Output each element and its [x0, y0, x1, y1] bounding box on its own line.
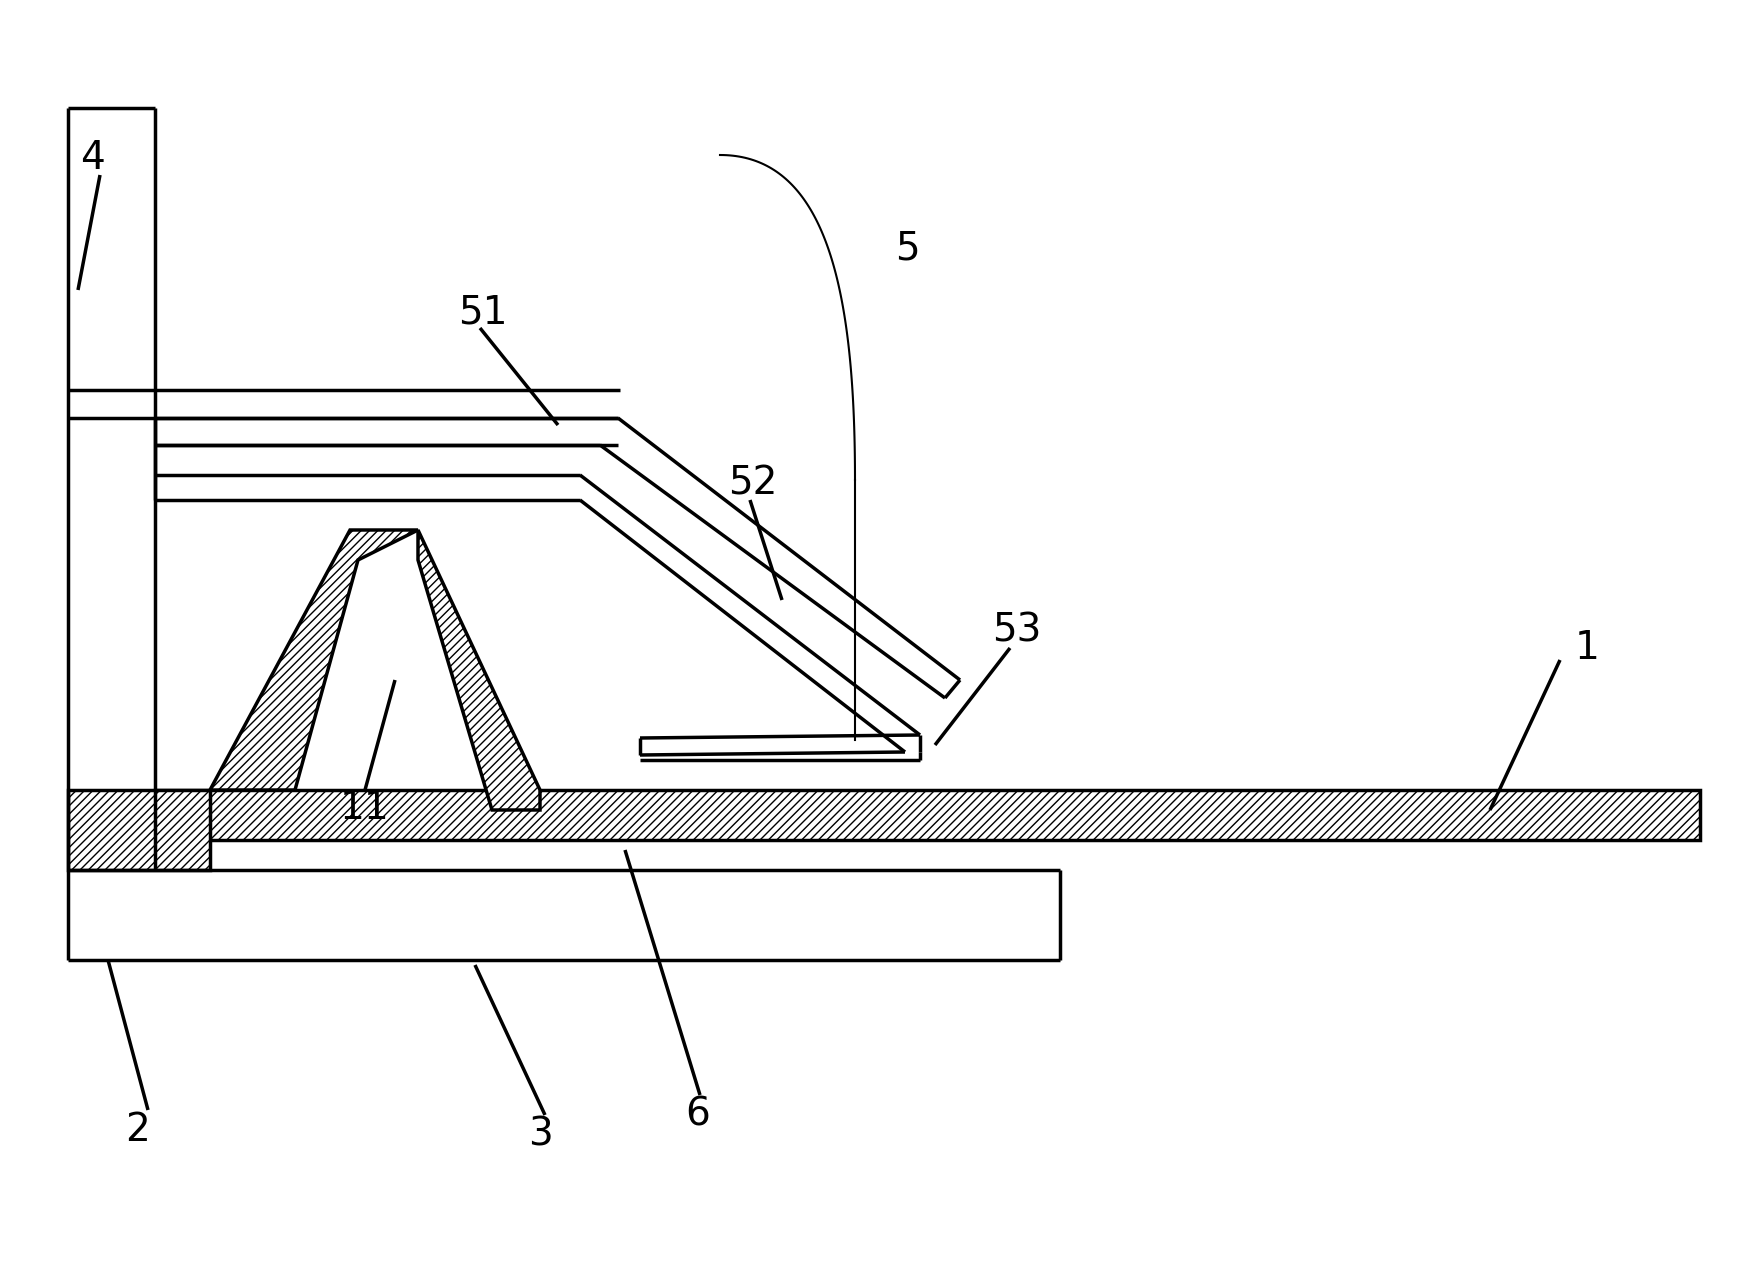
Text: 5: 5	[896, 228, 920, 266]
Text: 52: 52	[728, 464, 777, 503]
Text: 2: 2	[126, 1110, 150, 1148]
Text: 3: 3	[527, 1115, 553, 1154]
Polygon shape	[210, 530, 417, 791]
Text: 53: 53	[992, 610, 1041, 648]
Polygon shape	[68, 791, 210, 871]
Text: 6: 6	[684, 1096, 711, 1134]
Text: 4: 4	[80, 140, 105, 176]
Text: 1: 1	[1575, 629, 1599, 667]
Polygon shape	[155, 791, 1701, 840]
Text: 11: 11	[340, 789, 389, 827]
Text: 51: 51	[457, 293, 508, 331]
Polygon shape	[417, 530, 540, 810]
